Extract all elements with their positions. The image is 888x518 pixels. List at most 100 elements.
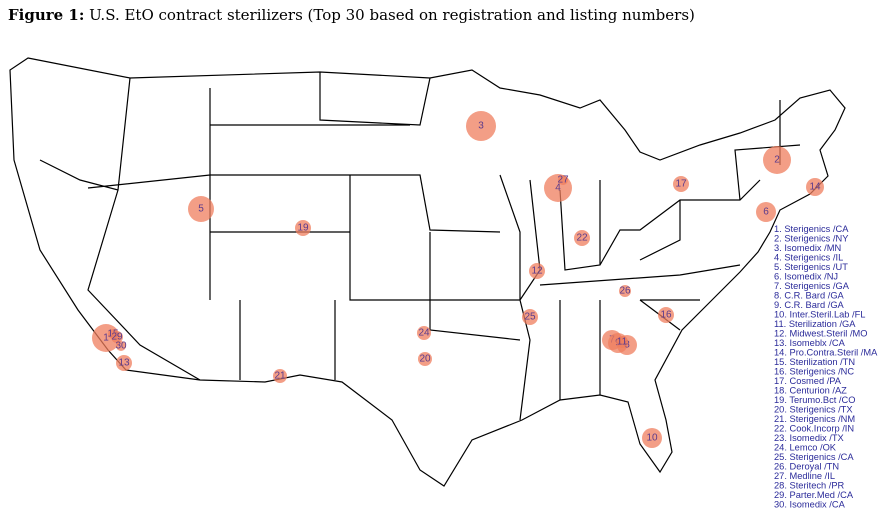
marker-label: 24 — [418, 328, 430, 339]
marker-label: 25 — [524, 312, 536, 323]
marker-dot — [418, 352, 432, 366]
marker: 21 — [273, 369, 287, 383]
legend-item: 19. Terumo.Bct /CO — [774, 395, 855, 405]
title-label: Figure 1: — [8, 6, 85, 24]
title-text: U.S. EtO contract sterilizers (Top 30 ba… — [89, 6, 695, 24]
marker-dot — [673, 176, 689, 192]
marker-dot — [763, 146, 791, 174]
marker: 29 — [111, 331, 123, 343]
legend-item: 12. Midwest.Steril /MO — [774, 329, 868, 339]
legend-item: 26. Deroyal /TN — [774, 462, 839, 472]
marker: 11 — [616, 336, 628, 348]
markers: 3242717146519221226251679811102420211311… — [92, 111, 824, 448]
marker-label: 3 — [478, 121, 484, 132]
legend-item: 14. Pro.Contra.Steril /MA — [774, 348, 878, 358]
marker-label: 20 — [419, 354, 431, 365]
legend-item: 2. Sterigenics /NY — [774, 234, 848, 244]
legend-item: 20. Sterigenics /TX — [774, 405, 853, 415]
marker-dot — [417, 326, 431, 340]
marker-label: 21 — [274, 371, 286, 382]
marker: 5 — [188, 196, 214, 222]
legend-item: 8. C.R. Bard /GA — [774, 291, 845, 301]
legend: 1. Sterigenics /CA2. Sterigenics /NY3. I… — [774, 224, 878, 510]
marker-dot — [466, 111, 496, 141]
marker-label: 29 — [111, 332, 123, 343]
legend-item: 10. Inter.Steril.Lab /FL — [774, 310, 865, 320]
marker-dot — [619, 285, 631, 297]
legend-item: 7. Sterigenics /GA — [774, 281, 850, 291]
marker-dot — [574, 230, 590, 246]
marker-label: 16 — [660, 310, 672, 321]
legend-item: 30. Isomedix /CA — [774, 500, 846, 510]
marker-dot — [756, 202, 776, 222]
marker: 17 — [673, 176, 689, 192]
marker-dot — [522, 309, 538, 325]
marker: 16 — [658, 307, 674, 323]
marker: 3 — [466, 111, 496, 141]
us-states — [9, 57, 846, 487]
marker-label: 19 — [297, 223, 309, 234]
legend-item: 22. Cook.Incorp /IN — [774, 424, 854, 434]
marker-label: 10 — [646, 433, 658, 444]
legend-item: 13. Isomeblx /CA — [774, 338, 846, 348]
marker-dot — [111, 331, 123, 343]
legend-item: 21. Sterigenics /NM — [774, 414, 855, 424]
legend-item: 5. Sterigenics /UT — [774, 262, 848, 272]
legend-item: 28. Steritech /PR — [774, 481, 845, 491]
marker-label: 30 — [115, 341, 127, 352]
marker-dot — [529, 263, 545, 279]
marker-label: 8 — [624, 340, 630, 351]
marker-dot — [642, 428, 662, 448]
legend-item: 25. Sterigenics /CA — [774, 452, 854, 462]
legend-item: 9. C.R. Bard /GA — [774, 300, 845, 310]
marker-label: 14 — [809, 182, 821, 193]
marker-label: 5 — [198, 204, 204, 215]
legend-item: 17. Cosmed /PA — [774, 376, 842, 386]
title: Figure 1: U.S. EtO contract sterilizers … — [8, 6, 695, 24]
marker: 19 — [295, 220, 311, 236]
marker-label: 11 — [617, 337, 628, 348]
marker: 2 — [763, 146, 791, 174]
marker: 10 — [642, 428, 662, 448]
marker: 20 — [418, 352, 432, 366]
marker-label: 2 — [774, 155, 780, 166]
legend-item: 23. Isomedix /TX — [774, 433, 844, 443]
marker-label: 27 — [557, 175, 569, 186]
legend-item: 15. Sterilization /TN — [774, 357, 855, 367]
marker-label: 12 — [531, 266, 543, 277]
legend-item: 1. Sterigenics /CA — [774, 224, 849, 234]
marker-dot — [806, 178, 824, 196]
legend-item: 11. Sterilization /GA — [774, 319, 856, 329]
marker: 25 — [522, 309, 538, 325]
marker-dot — [616, 336, 628, 348]
marker-label: 1 — [103, 333, 109, 344]
marker-dot — [116, 355, 132, 371]
marker-label: 22 — [576, 233, 588, 244]
marker-label: 6 — [763, 207, 769, 218]
marker-dot — [295, 220, 311, 236]
legend-item: 27. Medline /IL — [774, 471, 835, 481]
marker: 6 — [756, 202, 776, 222]
legend-item: 6. Isomedix /NJ — [774, 272, 838, 282]
marker-dot — [558, 175, 568, 185]
marker: 26 — [619, 285, 631, 297]
legend-item: 3. Isomedix /MN — [774, 243, 841, 253]
marker: 30 — [115, 341, 127, 352]
marker: 22 — [574, 230, 590, 246]
marker: 14 — [806, 178, 824, 196]
marker-dot — [116, 341, 126, 351]
marker-dot — [658, 307, 674, 323]
marker: 27 — [557, 175, 569, 186]
marker: 13 — [116, 355, 132, 371]
marker-dot — [273, 369, 287, 383]
marker-label: 4 — [555, 183, 561, 194]
marker-label: 17 — [675, 179, 687, 190]
legend-item: 29. Parter.Med /CA — [774, 490, 854, 500]
marker: 12 — [529, 263, 545, 279]
legend-item: 24. Lemco /OK — [774, 443, 837, 453]
marker: 24 — [417, 326, 431, 340]
legend-item: 16. Sterigenics /NC — [774, 367, 854, 377]
marker-dot — [188, 196, 214, 222]
marker-label: 26 — [619, 286, 631, 297]
